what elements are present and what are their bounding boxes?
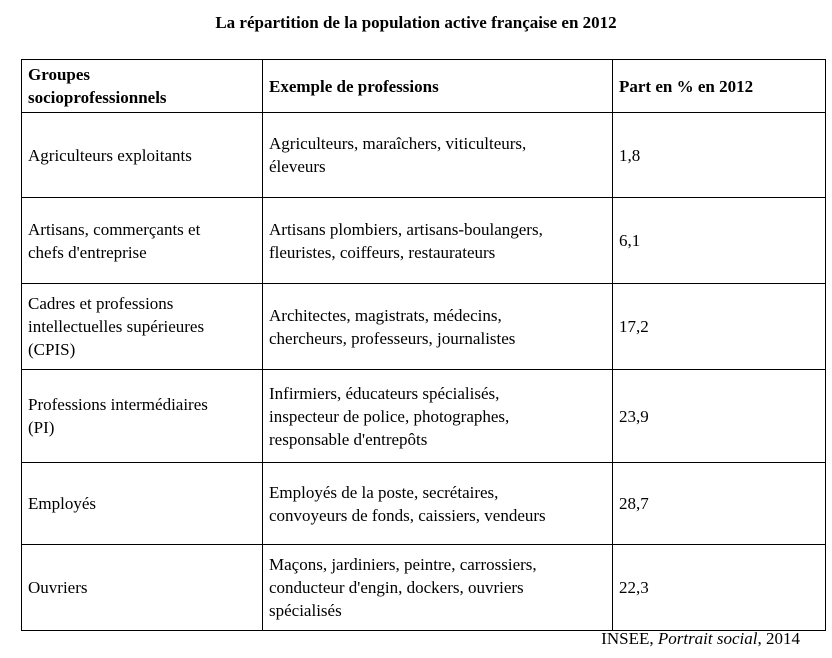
cell-groupe-text: Ouvriers [28, 578, 88, 597]
page-title: La répartition de la population active f… [215, 13, 617, 32]
header-part: Part en % en 2012 [612, 59, 826, 113]
cell-exemples: Artisans plombiers, artisans-boulangers,… [262, 197, 613, 284]
source-year: , 2014 [757, 629, 801, 648]
cell-groupe-text: Employés [28, 494, 96, 513]
cell-groupe: Employés [21, 462, 263, 545]
cell-groupe: Professions intermédiaires (PI) [21, 369, 263, 463]
cell-groupe-text: Professions intermédiaires (PI) [28, 395, 208, 437]
cell-groupe: Agriculteurs exploitants [21, 112, 263, 198]
cell-exemples-text: Infirmiers, éducateurs spécialisés, insp… [269, 383, 510, 449]
cell-groupe: Ouvriers [21, 544, 263, 631]
cell-part-text: 6,1 [619, 231, 641, 250]
population-table: Groupes socioprofessionnels Exemple de p… [21, 59, 826, 631]
cell-part-text: 28,7 [619, 494, 649, 513]
cell-exemples-text: Employés de la poste, secrétaires, convo… [269, 482, 546, 525]
cell-part: 23,9 [612, 369, 826, 463]
table-row: Ouvriers Maçons, jardiniers, peintre, ca… [21, 544, 826, 631]
cell-exemples: Employés de la poste, secrétaires, convo… [262, 462, 613, 545]
source-work: Portrait social [657, 629, 758, 648]
cell-exemples: Maçons, jardiniers, peintre, carrossiers… [262, 544, 613, 631]
cell-exemples-text: Architectes, magistrats, médecins, cherc… [269, 305, 516, 348]
cell-groupe: Cadres et professions intellectuelles su… [21, 283, 263, 370]
source-author: INSEE, [601, 629, 658, 648]
cell-exemples: Architectes, magistrats, médecins, cherc… [262, 283, 613, 370]
cell-groupe-text: Agriculteurs exploitants [28, 145, 192, 165]
cell-groupe: Artisans, commerçants et chefs d'entrepr… [21, 197, 263, 284]
header-part-label: Part en % en 2012 [619, 76, 754, 96]
cell-part-text: 22,3 [619, 578, 649, 597]
cell-exemples: Agriculteurs, maraîchers, viticulteurs, … [262, 112, 613, 198]
cell-exemples-text: Artisans plombiers, artisans-boulangers,… [269, 219, 543, 262]
cell-part-text: 17,2 [619, 317, 649, 336]
cell-part: 6,1 [612, 197, 826, 284]
table-row: Employés Employés de la poste, secrétair… [21, 462, 826, 545]
cell-exemples-text: Agriculteurs, maraîchers, viticulteurs, … [269, 134, 527, 176]
cell-part-text: 23,9 [619, 406, 649, 426]
source-citation: INSEE, Portrait social, 2014 [601, 628, 800, 650]
header-groupes-label: Groupes socioprofessionnels [28, 65, 167, 107]
header-exemples: Exemple de professions [262, 59, 613, 113]
cell-part: 1,8 [612, 112, 826, 198]
header-groupes: Groupes socioprofessionnels [21, 59, 263, 113]
header-exemples-label: Exemple de professions [269, 76, 439, 96]
table-row: Agriculteurs exploitants Agriculteurs, m… [21, 112, 826, 198]
cell-groupe-text: Cadres et professions intellectuelles su… [28, 294, 205, 359]
table-row: Artisans, commerçants et chefs d'entrepr… [21, 197, 826, 284]
cell-part: 28,7 [612, 462, 826, 545]
cell-part: 17,2 [612, 283, 826, 370]
cell-exemples: Infirmiers, éducateurs spécialisés, insp… [262, 369, 613, 463]
cell-part-text: 1,8 [619, 145, 641, 165]
cell-exemples-text: Maçons, jardiniers, peintre, carrossiers… [269, 555, 537, 620]
cell-part: 22,3 [612, 544, 826, 631]
cell-groupe-text: Artisans, commerçants et chefs d'entrepr… [28, 219, 201, 262]
table-header-row: Groupes socioprofessionnels Exemple de p… [21, 59, 826, 113]
table-row: Cadres et professions intellectuelles su… [21, 283, 826, 370]
table-row: Professions intermédiaires (PI) Infirmie… [21, 369, 826, 463]
